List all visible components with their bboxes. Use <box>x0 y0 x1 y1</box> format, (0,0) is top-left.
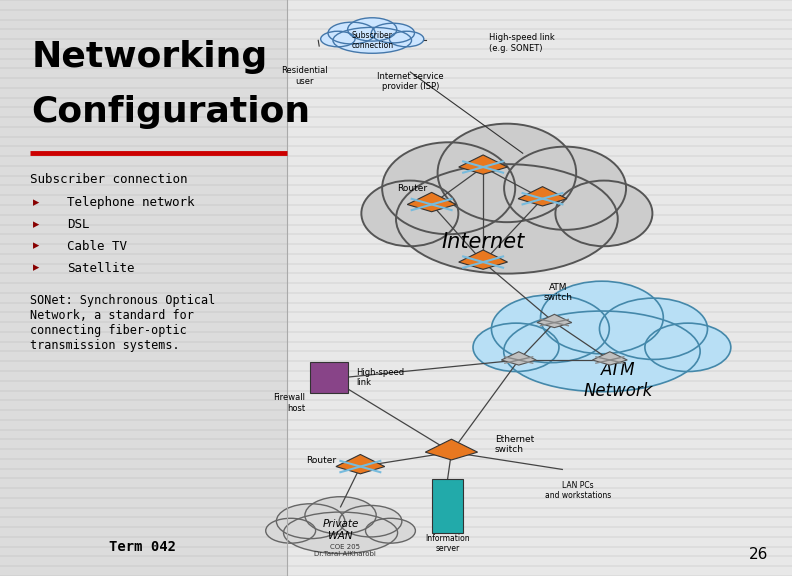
Ellipse shape <box>361 181 459 247</box>
Ellipse shape <box>276 504 345 539</box>
Text: ATM
Network: ATM Network <box>583 361 653 400</box>
Text: SONet: Synchronous Optical
Network, a standard for
connecting fiber-optic
transm: SONet: Synchronous Optical Network, a st… <box>30 294 215 352</box>
Ellipse shape <box>328 22 375 44</box>
Ellipse shape <box>555 181 653 247</box>
Text: Firewall
host: Firewall host <box>273 393 305 413</box>
Ellipse shape <box>321 31 355 47</box>
Text: Telephone network: Telephone network <box>67 196 195 209</box>
Text: ▸: ▸ <box>33 240 40 253</box>
Ellipse shape <box>390 31 424 47</box>
Polygon shape <box>336 454 385 474</box>
Ellipse shape <box>600 298 707 359</box>
Text: Router: Router <box>397 184 427 193</box>
Ellipse shape <box>348 18 397 41</box>
Polygon shape <box>592 352 627 365</box>
Ellipse shape <box>371 23 414 43</box>
Ellipse shape <box>505 147 626 230</box>
Text: Configuration: Configuration <box>32 95 310 129</box>
Polygon shape <box>537 314 572 328</box>
Text: ▸: ▸ <box>33 262 40 275</box>
Polygon shape <box>501 352 536 365</box>
Bar <box>0 0 287 576</box>
FancyBboxPatch shape <box>432 479 463 533</box>
FancyBboxPatch shape <box>310 362 348 393</box>
Ellipse shape <box>284 512 398 554</box>
Text: High-speed
link: High-speed link <box>356 367 405 387</box>
Text: Internet: Internet <box>441 232 525 252</box>
Text: Cable TV: Cable TV <box>67 240 128 253</box>
Text: Ethernet
switch: Ethernet switch <box>495 435 535 454</box>
Text: Networking: Networking <box>32 40 268 74</box>
Ellipse shape <box>540 281 664 354</box>
Ellipse shape <box>645 323 731 372</box>
Ellipse shape <box>265 518 315 543</box>
Text: ▸: ▸ <box>33 196 40 209</box>
Ellipse shape <box>333 27 412 54</box>
Ellipse shape <box>339 505 402 537</box>
Text: ▸: ▸ <box>33 218 40 231</box>
Polygon shape <box>407 192 456 212</box>
Text: COE 205
Dr.Taral AlKharobi: COE 205 Dr.Taral AlKharobi <box>314 544 375 558</box>
Text: Satellite: Satellite <box>67 262 135 275</box>
Polygon shape <box>459 155 508 175</box>
Ellipse shape <box>305 497 376 534</box>
Ellipse shape <box>366 518 416 543</box>
Text: 26: 26 <box>749 547 768 562</box>
Polygon shape <box>518 187 567 206</box>
Polygon shape <box>425 439 478 460</box>
Text: High-speed link
(e.g. SONET): High-speed link (e.g. SONET) <box>489 33 555 53</box>
Text: ATM
switch: ATM switch <box>544 283 573 302</box>
Text: Term 042: Term 042 <box>109 540 176 554</box>
Text: Private
WAN: Private WAN <box>322 519 359 541</box>
Polygon shape <box>459 250 508 270</box>
Text: Internet service
provider (ISP): Internet service provider (ISP) <box>377 72 444 92</box>
Ellipse shape <box>504 311 700 392</box>
Ellipse shape <box>437 124 577 222</box>
Text: Information
server: Information server <box>425 534 470 554</box>
Text: DSL: DSL <box>67 218 89 231</box>
Bar <box>287 0 792 576</box>
Ellipse shape <box>473 323 559 372</box>
Ellipse shape <box>396 164 618 274</box>
Text: LAN PCs
and workstations: LAN PCs and workstations <box>545 481 611 501</box>
Ellipse shape <box>491 295 609 363</box>
Ellipse shape <box>383 142 515 234</box>
Text: Residential
user: Residential user <box>282 66 328 86</box>
Text: Router: Router <box>307 456 337 465</box>
Text: Subscriber connection: Subscriber connection <box>30 173 188 186</box>
Text: Subscriber
connection: Subscriber connection <box>351 31 394 50</box>
